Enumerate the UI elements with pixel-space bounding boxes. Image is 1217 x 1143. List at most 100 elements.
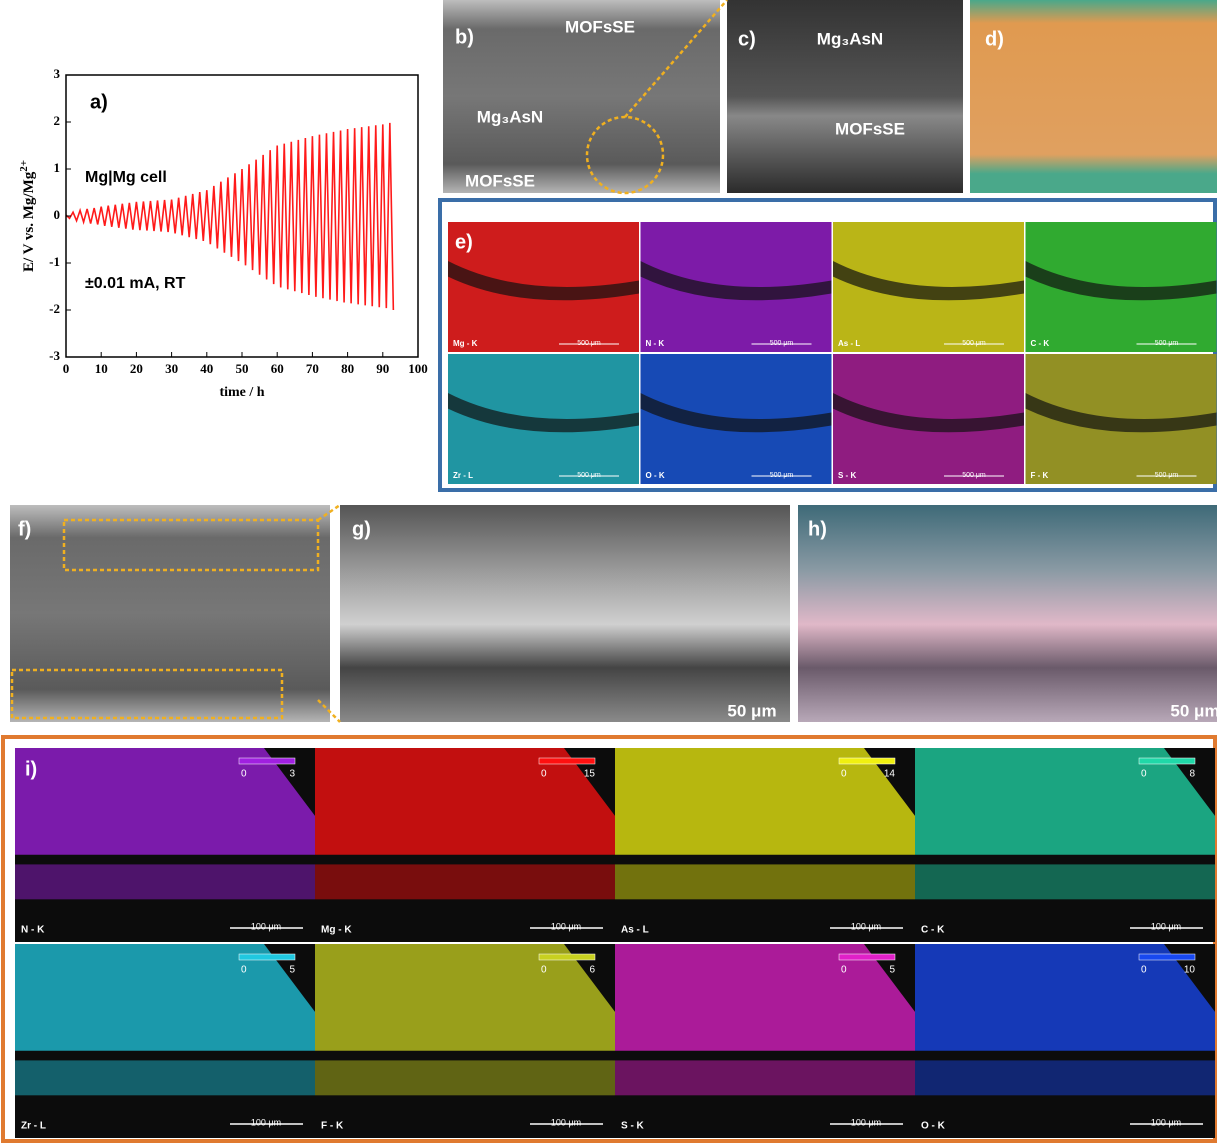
colorbar-max: 15 (584, 769, 596, 780)
panel-label: a) (90, 91, 108, 113)
panel-label: f) (18, 518, 31, 540)
map-band (615, 864, 915, 899)
colorbar-max: 5 (289, 965, 295, 976)
micrograph (340, 505, 790, 722)
panel-label: b) (455, 26, 474, 48)
micrograph (970, 0, 1217, 193)
colorbar-min: 0 (241, 965, 247, 976)
scale-text: 100 μm (551, 921, 581, 931)
y-axis-label-text: E/ V vs. Mg/Mg (21, 171, 37, 272)
x-tick-label: 100 (408, 361, 428, 376)
y-tick-label: -1 (49, 254, 60, 269)
map-element: As - L (838, 339, 860, 348)
colorbar (1139, 954, 1195, 960)
map-element: N - K (21, 925, 45, 936)
scale-text: 100 μm (1151, 921, 1181, 931)
x-tick-label: 30 (165, 361, 178, 376)
scale-text: 500 μm (1155, 340, 1179, 347)
x-tick-label: 10 (95, 361, 108, 376)
y-tick-label: 0 (54, 207, 61, 222)
image-label: MOFsSE (465, 171, 535, 190)
panel-label: c) (738, 28, 756, 50)
colorbar-min: 0 (841, 965, 847, 976)
colorbar-max: 10 (1184, 965, 1196, 976)
map-element: C - K (921, 925, 945, 936)
y-axis-label: E/ V vs. Mg/Mg2+ (18, 160, 38, 272)
scale-text: 100 μm (551, 1117, 581, 1127)
map-band (15, 864, 315, 899)
x-tick-label: 20 (130, 361, 143, 376)
panel-label: i) (25, 758, 37, 780)
map-element: S - K (838, 471, 856, 480)
map-element: O - K (921, 1121, 946, 1132)
panel-label: d) (985, 28, 1004, 50)
colorbar-min: 0 (241, 769, 247, 780)
map-band (615, 1060, 915, 1095)
image-label: Mg₃AsN (477, 107, 543, 126)
map-element: Mg - K (321, 925, 352, 936)
colorbar-min: 0 (841, 769, 847, 780)
y-tick-label: 3 (54, 66, 61, 81)
scale-text: 100 μm (251, 1117, 281, 1127)
figure: 0102030405060708090100-3-2-10123a)Mg|Mg … (0, 0, 1217, 1143)
map-element: As - L (621, 925, 649, 936)
scale-text: 100 μm (851, 1117, 881, 1127)
x-tick-label: 40 (200, 361, 213, 376)
colorbar-min: 0 (541, 965, 547, 976)
map-element: Zr - L (21, 1121, 46, 1132)
map-band (915, 864, 1215, 899)
map-element: N - K (646, 339, 665, 348)
image-label: 50 μm (727, 701, 776, 720)
panel-label: g) (352, 518, 371, 540)
panel-label: e) (455, 231, 473, 253)
map-band (915, 1060, 1215, 1095)
scale-text: 500 μm (962, 340, 986, 347)
y-tick-label: -2 (49, 301, 60, 316)
colorbar (539, 954, 595, 960)
map-element: C - K (1031, 339, 1050, 348)
panel-label: h) (808, 518, 827, 540)
colorbar-min: 0 (541, 769, 547, 780)
x-tick-label: 50 (236, 361, 249, 376)
map-element: F - K (1031, 471, 1049, 480)
x-tick-label: 70 (306, 361, 319, 376)
map-element: Mg - K (453, 339, 478, 348)
x-tick-label: 60 (271, 361, 284, 376)
x-tick-label: 80 (341, 361, 354, 376)
colorbar-min: 0 (1141, 965, 1147, 976)
y-tick-label: -3 (49, 348, 60, 363)
colorbar (1139, 758, 1195, 764)
colorbar-max: 3 (289, 769, 295, 780)
x-tick-label: 0 (63, 361, 70, 376)
y-axis-label-sup: 2+ (18, 160, 30, 172)
y-tick-label: 1 (54, 160, 61, 175)
colorbar (539, 758, 595, 764)
colorbar (239, 758, 295, 764)
map-element: O - K (646, 471, 665, 480)
scale-text: 100 μm (851, 921, 881, 931)
x-axis-label: time / h (219, 385, 264, 400)
scale-text: 500 μm (1155, 472, 1179, 479)
map-band (15, 1060, 315, 1095)
micrograph (798, 505, 1217, 722)
annotation: Mg|Mg cell (85, 169, 167, 186)
annotation: ±0.01 mA, RT (85, 275, 186, 292)
y-tick-label: 2 (54, 113, 61, 128)
colorbar-max: 14 (884, 769, 896, 780)
x-tick-label: 90 (376, 361, 389, 376)
scale-text: 100 μm (1151, 1117, 1181, 1127)
colorbar-max: 8 (1189, 769, 1195, 780)
image-label: MOFsSE (835, 119, 905, 138)
colorbar (839, 758, 895, 764)
map-band (315, 864, 615, 899)
map-element: Zr - L (453, 471, 473, 480)
scale-text: 500 μm (770, 340, 794, 347)
scale-text: 500 μm (577, 472, 601, 479)
colorbar-min: 0 (1141, 769, 1147, 780)
colorbar-max: 5 (889, 965, 895, 976)
scale-text: 100 μm (251, 921, 281, 931)
map-element: S - K (621, 1121, 645, 1132)
scale-text: 500 μm (962, 472, 986, 479)
image-label: MOFsSE (565, 17, 635, 36)
